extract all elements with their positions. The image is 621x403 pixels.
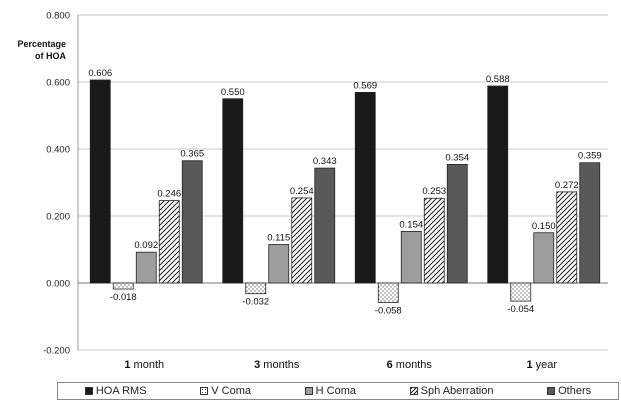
legend-label: Sph Aberration — [420, 385, 494, 397]
bar-others — [181, 160, 203, 284]
data-label: -0.032 — [242, 297, 269, 308]
bar-sph-aberration — [423, 197, 445, 284]
data-label: 0.359 — [578, 151, 602, 162]
bar-h-coma — [268, 244, 290, 284]
x-category-number: 1 — [124, 359, 133, 371]
legend-swatch — [304, 387, 313, 395]
x-category-unit: year — [536, 359, 558, 371]
data-label: 0.092 — [134, 240, 158, 251]
bar-h-coma — [533, 232, 555, 284]
data-label: 0.154 — [399, 219, 423, 230]
bar-sph-aberration — [291, 197, 313, 284]
legend-swatch — [200, 387, 209, 395]
y-axis-title-line-1: Percentage — [17, 39, 66, 49]
legend-label: H Coma — [315, 385, 356, 397]
bar-sph-aberration — [556, 191, 578, 284]
data-label: 0.246 — [157, 189, 181, 200]
y-tick-label: 0.800 — [46, 11, 70, 22]
x-category-number: 3 — [254, 359, 263, 371]
y-axis-title: Percentage of HOA — [4, 38, 66, 62]
bar-v-coma — [245, 282, 267, 295]
data-label: 0.606 — [88, 68, 112, 79]
data-label: 0.150 — [532, 221, 556, 232]
data-label: 0.272 — [555, 180, 579, 191]
legend-item: V Coma — [200, 385, 251, 397]
legend-label: Others — [558, 385, 592, 397]
legend: HOA RMS V Coma H Coma Sph Aberration Others — [57, 382, 619, 400]
bar-hoa-rms — [354, 91, 376, 284]
y-tick-label: 0.400 — [46, 145, 70, 156]
legend-swatch — [84, 387, 93, 395]
y-axis-title-line-2: of HOA — [35, 51, 66, 61]
data-label: 0.550 — [221, 87, 245, 98]
y-tick-label: 0.200 — [46, 212, 70, 223]
data-label: -0.058 — [375, 305, 402, 316]
bar-others — [314, 167, 336, 284]
x-category-label: 1 month — [124, 359, 164, 371]
bar-others — [579, 162, 601, 284]
data-label: -0.018 — [110, 292, 137, 303]
y-tick-label: 0.000 — [46, 279, 70, 290]
data-label: 0.588 — [486, 74, 510, 85]
bar-v-coma — [510, 282, 532, 302]
bar-v-coma — [377, 282, 399, 303]
legend-label: V Coma — [211, 385, 251, 397]
bar-hoa-rms — [487, 85, 509, 284]
bar-h-coma — [135, 251, 157, 284]
legend-item: Sph Aberration — [409, 385, 494, 397]
data-label: -0.054 — [507, 304, 534, 315]
x-category-unit: month — [134, 359, 165, 371]
x-category-label: 3 months — [254, 359, 300, 371]
data-label: 0.365 — [180, 149, 204, 160]
y-tick-label: 0.600 — [46, 78, 70, 89]
data-label: 0.115 — [267, 232, 290, 243]
x-category-number: 6 — [387, 359, 396, 371]
y-tick-label: -0.200 — [43, 346, 70, 357]
data-label: 0.354 — [445, 152, 469, 163]
x-category-unit: months — [263, 359, 300, 371]
bar-sph-aberration — [158, 200, 180, 284]
x-category-unit: months — [396, 359, 433, 371]
legend-item: Others — [547, 385, 591, 397]
legend-swatch — [409, 387, 418, 395]
legend-item: H Coma — [304, 385, 356, 397]
x-category-label: 6 months — [387, 359, 433, 371]
x-category-label: 1 year — [526, 359, 557, 371]
x-category-number: 1 — [526, 359, 535, 371]
bar-hoa-rms — [89, 79, 111, 284]
legend-swatch — [547, 387, 556, 395]
data-label: 0.253 — [422, 186, 446, 197]
data-label: 0.343 — [313, 156, 337, 167]
bar-v-coma — [112, 282, 134, 290]
bar-h-coma — [400, 231, 422, 284]
data-label: 0.254 — [290, 186, 314, 197]
data-label: 0.569 — [353, 80, 377, 91]
legend-item: HOA RMS — [84, 385, 147, 397]
bar-others — [446, 164, 468, 284]
bar-hoa-rms — [222, 98, 244, 284]
legend-label: HOA RMS — [95, 385, 147, 397]
